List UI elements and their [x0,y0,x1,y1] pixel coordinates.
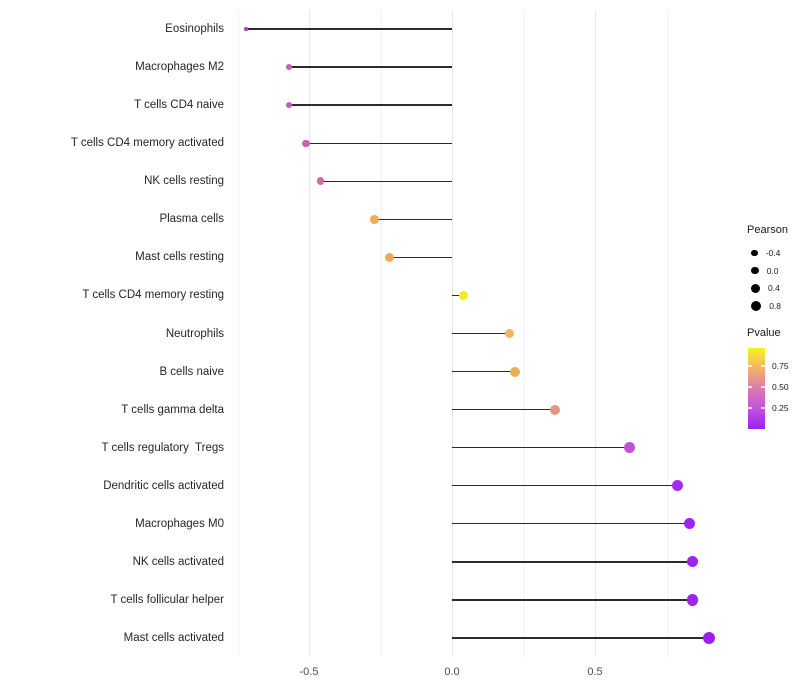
gridline-minor [237,10,239,657]
y-axis-label: T cells follicular helper [110,593,224,606]
colorbar-tick-label: 0.75 [772,360,789,371]
lollipop-stick [452,332,510,335]
y-axis-label: Mast cells activated [123,631,224,644]
colorbar-tick [748,386,752,388]
y-axis-label: NK cells resting [144,175,224,188]
lollipop-stick [452,637,710,639]
y-axis-label: Eosinophils [165,23,224,36]
y-axis-label: Macrophages M2 [135,61,224,74]
lollipop-dot [459,291,468,300]
lollipop-stick [452,561,693,563]
lollipop-stick [246,28,452,30]
lollipop-dot [509,366,520,377]
lollipop-dot [624,442,635,453]
lollipop-dot [316,177,325,186]
size-legend-label: 0.8 [769,300,782,311]
lollipop-stick [389,256,452,259]
gridline-minor [380,10,382,657]
plot-panel [236,10,728,657]
lollipop-stick [452,523,690,525]
lollipop-dot [549,404,560,415]
y-axis-label: Plasma cells [159,213,224,226]
colorbar-wrap: 0.75 0.50 0.25 [748,348,799,429]
size-legend-label: 0.4 [768,283,780,294]
colorbar-tick [761,407,765,409]
size-legend-entry: 0.0 [741,262,799,280]
size-legend-dot [751,300,762,311]
color-legend-title: Pvalue [747,327,781,339]
colorbar-tick-label: 0.25 [772,402,789,413]
y-axis-label: Macrophages M0 [135,517,224,530]
lollipop-dot [703,631,716,644]
lollipop-stick [452,446,630,449]
lollipop-dot [683,518,696,530]
y-axis-label: Neutrophils [165,327,224,340]
size-legend-label: -0.4 [765,247,781,258]
x-tick-label: -0.5 [299,666,319,678]
size-legend-entries: -0.4 0.0 0.4 0.8 [741,244,799,315]
pvalue-colorbar: 0.75 0.50 0.25 [748,348,789,429]
size-legend-entry: 0.4 [741,279,799,297]
y-axis-label: Mast cells resting [135,251,224,264]
y-axis-label: Dendritic cells activated [103,479,224,492]
lollipop-stick [288,66,452,68]
y-axis-label: T cells gamma delta [121,403,224,416]
lollipop-stick [288,104,452,106]
size-legend-entry: -0.4 [741,244,799,262]
colorbar-tick [748,365,752,367]
colorbar-tick [761,365,765,367]
size-legend-title: Pearson [747,224,788,236]
size-legend-entry: 0.8 [741,297,799,315]
gridline-minor [666,10,668,657]
gridline-major [309,10,310,657]
lollipop-dot [384,252,394,262]
lollipop-dot [285,63,293,71]
y-axis-label: B cells naive [159,365,224,378]
colorbar-tick-label: 0.50 [772,381,789,392]
lollipop-dot [244,27,248,31]
size-legend-dot [751,266,759,275]
lollipop-dot [302,139,310,147]
size-legend-dot [751,249,758,257]
y-axis-label: T cells CD4 naive [134,99,224,112]
colorbar-tick [748,407,752,409]
x-tick-label: 0.5 [587,666,603,678]
colorbar-tick [761,386,765,388]
lollipop-dot [285,101,293,109]
lollipop-stick [374,218,452,220]
lollipop-stick [452,485,678,487]
x-tick-label: 0.0 [444,666,460,678]
lollipop-stick [452,599,693,601]
lollipop-stick [320,180,452,182]
lollipop-stick [306,142,452,144]
y-axis-label: T cells regulatory Tregs [101,441,224,454]
lollipop-dot [686,556,698,568]
pvalue-color-legend: Pvalue 0.75 0.50 0.25 [741,327,799,429]
lollipop-stick [452,370,515,373]
lollipop-dot [504,328,514,339]
y-axis-label: T cells CD4 memory resting [82,289,224,302]
size-legend-label: 0.0 [766,265,779,276]
gridline-minor [523,10,525,657]
lollipop-dot [370,214,380,224]
lollipop-dot [672,480,684,492]
y-axis-label: NK cells activated [132,555,224,568]
lollipop-stick [452,408,555,411]
x-axis-tick-labels: -0.5 0.0 0.5 [236,660,728,680]
pearson-size-legend: Pearson -0.4 0.0 0.4 0.8 [741,224,799,315]
y-axis-label: T cells CD4 memory activated [70,137,224,150]
lollipop-dot [686,594,698,606]
size-legend-dot [751,283,760,293]
y-axis-labels: Eosinophils Macrophages M2 T cells CD4 nai… [0,10,228,657]
gridline-major [595,10,596,657]
lollipop-stick [452,294,464,297]
